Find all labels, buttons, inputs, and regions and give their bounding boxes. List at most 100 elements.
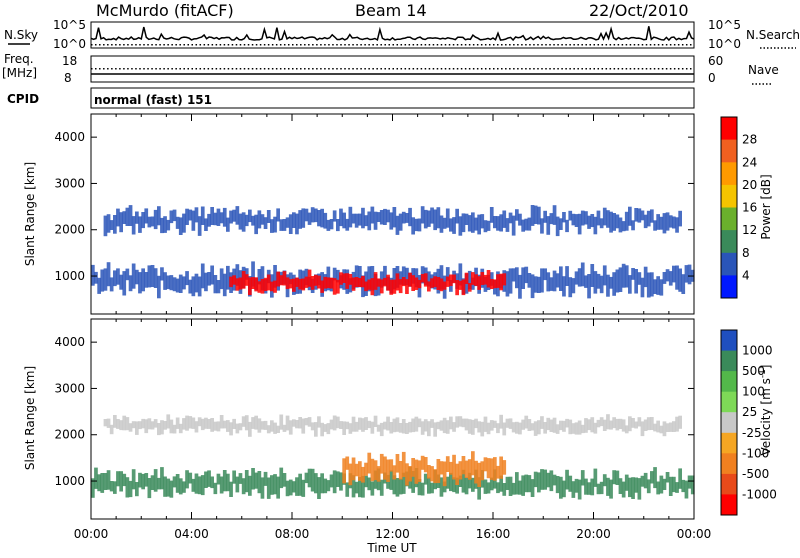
scatter-band-cell <box>489 477 494 491</box>
scatter-band-cell <box>672 476 676 493</box>
scatter-band-cell <box>624 425 629 434</box>
scatter-band-cell <box>540 218 544 234</box>
scatter-band-cell <box>389 212 394 230</box>
nsearch-point <box>187 44 189 46</box>
scatter-band-cell <box>150 421 155 430</box>
nsearch-point <box>107 44 109 46</box>
scatter-band-cell <box>358 278 362 287</box>
nave-point <box>279 68 282 70</box>
scatter-band-cell <box>477 462 481 487</box>
scatter-band-cell <box>263 277 268 291</box>
scatter-band-cell <box>379 453 384 474</box>
scatter-band-cell <box>263 420 268 430</box>
scatter-band-cell <box>210 265 214 285</box>
nave-point <box>488 68 491 70</box>
scatter-band-cell <box>166 414 171 429</box>
nsearch-point <box>283 44 286 46</box>
scatter-band-cell <box>489 279 494 289</box>
scatter-band-cell <box>163 216 167 233</box>
nsearch-point <box>360 44 362 46</box>
scatter-band-cell <box>571 423 576 434</box>
x-tick-label: 16:00 <box>476 527 511 541</box>
scatter-band-cell <box>599 275 604 294</box>
scatter-band-cell <box>574 271 579 285</box>
scatter-band-cell <box>675 217 679 233</box>
nsearch-point <box>135 44 137 46</box>
nsearch-point <box>657 44 660 46</box>
scatter-band-cell <box>266 477 271 499</box>
nsearch-point <box>392 44 394 46</box>
scatter-band-cell <box>248 475 252 496</box>
y-tick-label: 2000 <box>54 428 85 442</box>
nsearch-point <box>553 44 555 46</box>
scatter-band-cell <box>288 279 293 289</box>
scatter-band-cell <box>624 211 629 231</box>
nave-point <box>179 68 181 70</box>
scatter-band-cell <box>295 477 299 496</box>
scatter-band-cell <box>191 417 196 429</box>
scatter-band-cell <box>106 262 111 287</box>
scatter-band-cell <box>471 419 475 435</box>
scatter-band-cell <box>430 482 434 494</box>
scatter-band-cell <box>235 278 240 291</box>
scatter-band-cell <box>276 271 280 287</box>
scatter-band-cell <box>103 268 108 291</box>
scatter-band-cell <box>263 217 268 229</box>
scatter-band-cell <box>449 218 453 232</box>
scatter-band-cell <box>480 214 485 229</box>
scatter-band-cell <box>345 482 350 497</box>
nave-point <box>565 68 567 70</box>
nsearch-point <box>404 44 407 46</box>
scatter-band-cell <box>175 417 180 429</box>
nsearch-point <box>372 44 374 46</box>
scatter-band-cell <box>270 281 274 292</box>
scatter-band-cell <box>185 208 189 225</box>
scatter-band-cell <box>602 265 607 286</box>
scatter-band-cell <box>552 474 557 486</box>
scatter-band-cell <box>326 423 331 435</box>
scatter-band-cell <box>540 469 544 490</box>
nave-point <box>484 68 487 70</box>
nsearch-point <box>585 44 587 46</box>
nsearch-point <box>428 44 431 46</box>
colorbar-tick-label: -100 <box>742 446 769 460</box>
scatter-band-cell <box>430 466 434 482</box>
scatter-band-cell <box>197 216 202 236</box>
scatter-band-cell <box>624 265 629 288</box>
scatter-band-cell <box>354 481 359 494</box>
scatter-band-cell <box>549 470 554 492</box>
scatter-band-cell <box>508 476 513 496</box>
scatter-band-cell <box>602 474 607 487</box>
scatter-band-cell <box>119 420 123 431</box>
nave-point <box>400 68 403 70</box>
scatter-band-cell <box>681 274 686 294</box>
scatter-band-cell <box>254 472 258 489</box>
scatter-band-cell <box>122 211 127 224</box>
scatter-band-cell <box>310 207 315 223</box>
scatter-band-cell <box>288 420 293 435</box>
scatter-band-cell <box>103 215 108 237</box>
nave-point <box>267 68 270 70</box>
scatter-band-cell <box>587 274 591 299</box>
nave-point <box>605 68 608 70</box>
scatter-band-cell <box>458 280 463 290</box>
nave-point <box>167 68 169 70</box>
scatter-band-cell <box>131 469 136 490</box>
scatter-band-cell <box>106 418 111 428</box>
scatter-band-cell <box>505 418 510 428</box>
scatter-band-cell <box>408 466 412 482</box>
scatter-band-cell <box>304 208 309 222</box>
nsearch-point <box>661 44 664 46</box>
scatter-band-cell <box>467 419 472 434</box>
scatter-band-cell <box>562 212 566 223</box>
scatter-band-cell <box>442 461 447 487</box>
nsearch-tick-bottom: 10^0 <box>708 37 741 51</box>
scatter-band-cell <box>348 463 353 486</box>
scatter-band-cell <box>342 212 346 229</box>
y-tick-label: 1000 <box>54 474 85 488</box>
scatter-band-cell <box>200 475 205 496</box>
nsearch-trace <box>91 44 692 46</box>
nsearch-point <box>179 44 181 46</box>
nave-point <box>472 68 475 70</box>
nave-point <box>247 68 250 70</box>
